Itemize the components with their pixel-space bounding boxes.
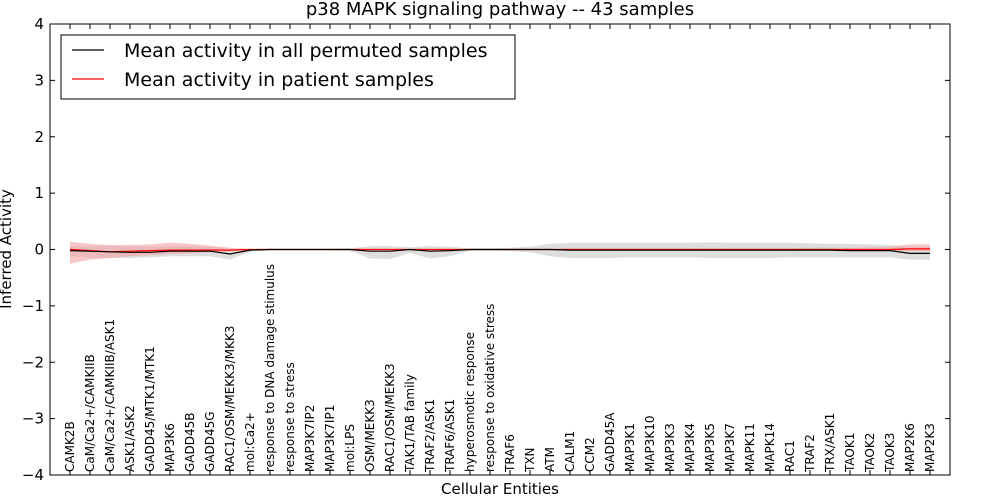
x-tick-label: MAPK11 [743, 423, 757, 472]
x-tick-label: CALM1 [563, 431, 577, 472]
x-tick-label: RAC1/OSM/MEKK3/MKK3 [223, 326, 237, 472]
x-tick-label: GADD45/MTK1/MTK1 [143, 346, 157, 472]
x-tick-label: TRAF2/ASK1 [423, 399, 437, 473]
x-tick-label: MAP3K7IP1 [323, 405, 337, 472]
x-tick-label: TRAF6 [503, 434, 517, 473]
y-tick-label: 1 [34, 184, 44, 202]
x-tick-label: CAMK2B [63, 421, 77, 472]
x-tick-label: response to DNA damage stimulus [263, 264, 277, 472]
y-tick-label: −4 [22, 466, 44, 484]
x-tick-label: GADD45B [183, 413, 197, 473]
chart-title: p38 MAPK signaling pathway -- 43 samples [306, 0, 694, 20]
x-tick-label: MAP3K3 [663, 423, 677, 472]
y-tick-label: −1 [22, 297, 44, 315]
y-tick-label: 2 [34, 128, 44, 146]
y-axis-title: Inferred Activity [0, 189, 15, 309]
y-tick-label: −2 [22, 353, 44, 371]
x-tick-label: MAP3K1 [623, 423, 637, 472]
y-tick-label: −3 [22, 410, 44, 428]
y-tick-label: 4 [34, 15, 44, 33]
band-permuted [70, 242, 930, 260]
y-tick-labels: 4 3 2 1 0 −1 −2 −3 −4 [22, 15, 44, 484]
y-tick-label: 0 [34, 241, 44, 259]
x-tick-label: MAP3K6 [163, 423, 177, 472]
x-tick-label: TAOK2 [863, 433, 877, 473]
x-tick-label: response to stress [283, 362, 297, 472]
confidence-bands [70, 241, 930, 264]
x-tick-label: mol:Ca2+ [243, 412, 257, 472]
x-tick-label: TAOK3 [883, 433, 897, 473]
legend-label-patient: Mean activity in patient samples [124, 69, 434, 91]
plot-frame [49, 23, 951, 476]
legend-box [60, 34, 516, 100]
x-tick-label: CaM/Ca2+/CAMKIIB/ASK1 [103, 319, 117, 472]
x-tick-label: ASK1/ASK2 [123, 405, 137, 472]
x-tick-label: response to oxidative stress [483, 304, 497, 472]
y-tick-label: 3 [34, 71, 44, 89]
x-tick-label: TRAF6/ASK1 [443, 399, 457, 473]
line-permuted [69, 248, 930, 255]
legend: Mean activity in all permuted samples Me… [60, 34, 516, 100]
x-tick-label: MAP3K7 [723, 423, 737, 472]
x-tick-label: RAC1/OSM/MEKK3 [383, 363, 397, 472]
x-tick-label: MAP2K6 [903, 423, 917, 472]
x-tick-label: MAP3K10 [643, 415, 657, 472]
series-lines [69, 248, 930, 255]
x-tick-label: MAP3K7IP2 [303, 405, 317, 472]
x-tick-label: TRAF2 [803, 434, 817, 473]
x-tick-label: RAC1 [783, 440, 797, 472]
x-tick-label: CCM2 [583, 437, 597, 472]
x-tick-label: CaM/Ca2+/CAMKIIB [83, 354, 97, 472]
x-tick-label: TXN [523, 447, 537, 473]
x-axis-title: Cellular Entities [441, 480, 559, 498]
x-tick-label: OSM/MEKK3 [363, 399, 377, 472]
x-tick-label: TRX/ASK1 [823, 413, 837, 473]
x-tick-label: MAP2K3 [923, 423, 937, 472]
x-tick-label: TAOK1 [843, 433, 857, 473]
x-tick-labels: CAMK2B CaM/Ca2+/CAMKIIB CaM/Ca2+/CAMKIIB/A… [63, 264, 937, 473]
x-tick-label: hyperosmotic response [463, 332, 477, 472]
x-tick-label: MAPK14 [763, 423, 777, 472]
legend-label-permuted: Mean activity in all permuted samples [124, 40, 487, 62]
x-tick-label: GADD45G [203, 411, 217, 472]
x-tick-label: MAP3K4 [683, 423, 697, 472]
x-tick-label: ATM [543, 447, 557, 472]
x-tick-label: MAP3K5 [703, 423, 717, 472]
x-tick-label: mol:LPS [343, 424, 357, 472]
x-tick-label: TAK1/TAB family [403, 374, 417, 473]
x-tick-label: GADD45A [603, 412, 617, 472]
